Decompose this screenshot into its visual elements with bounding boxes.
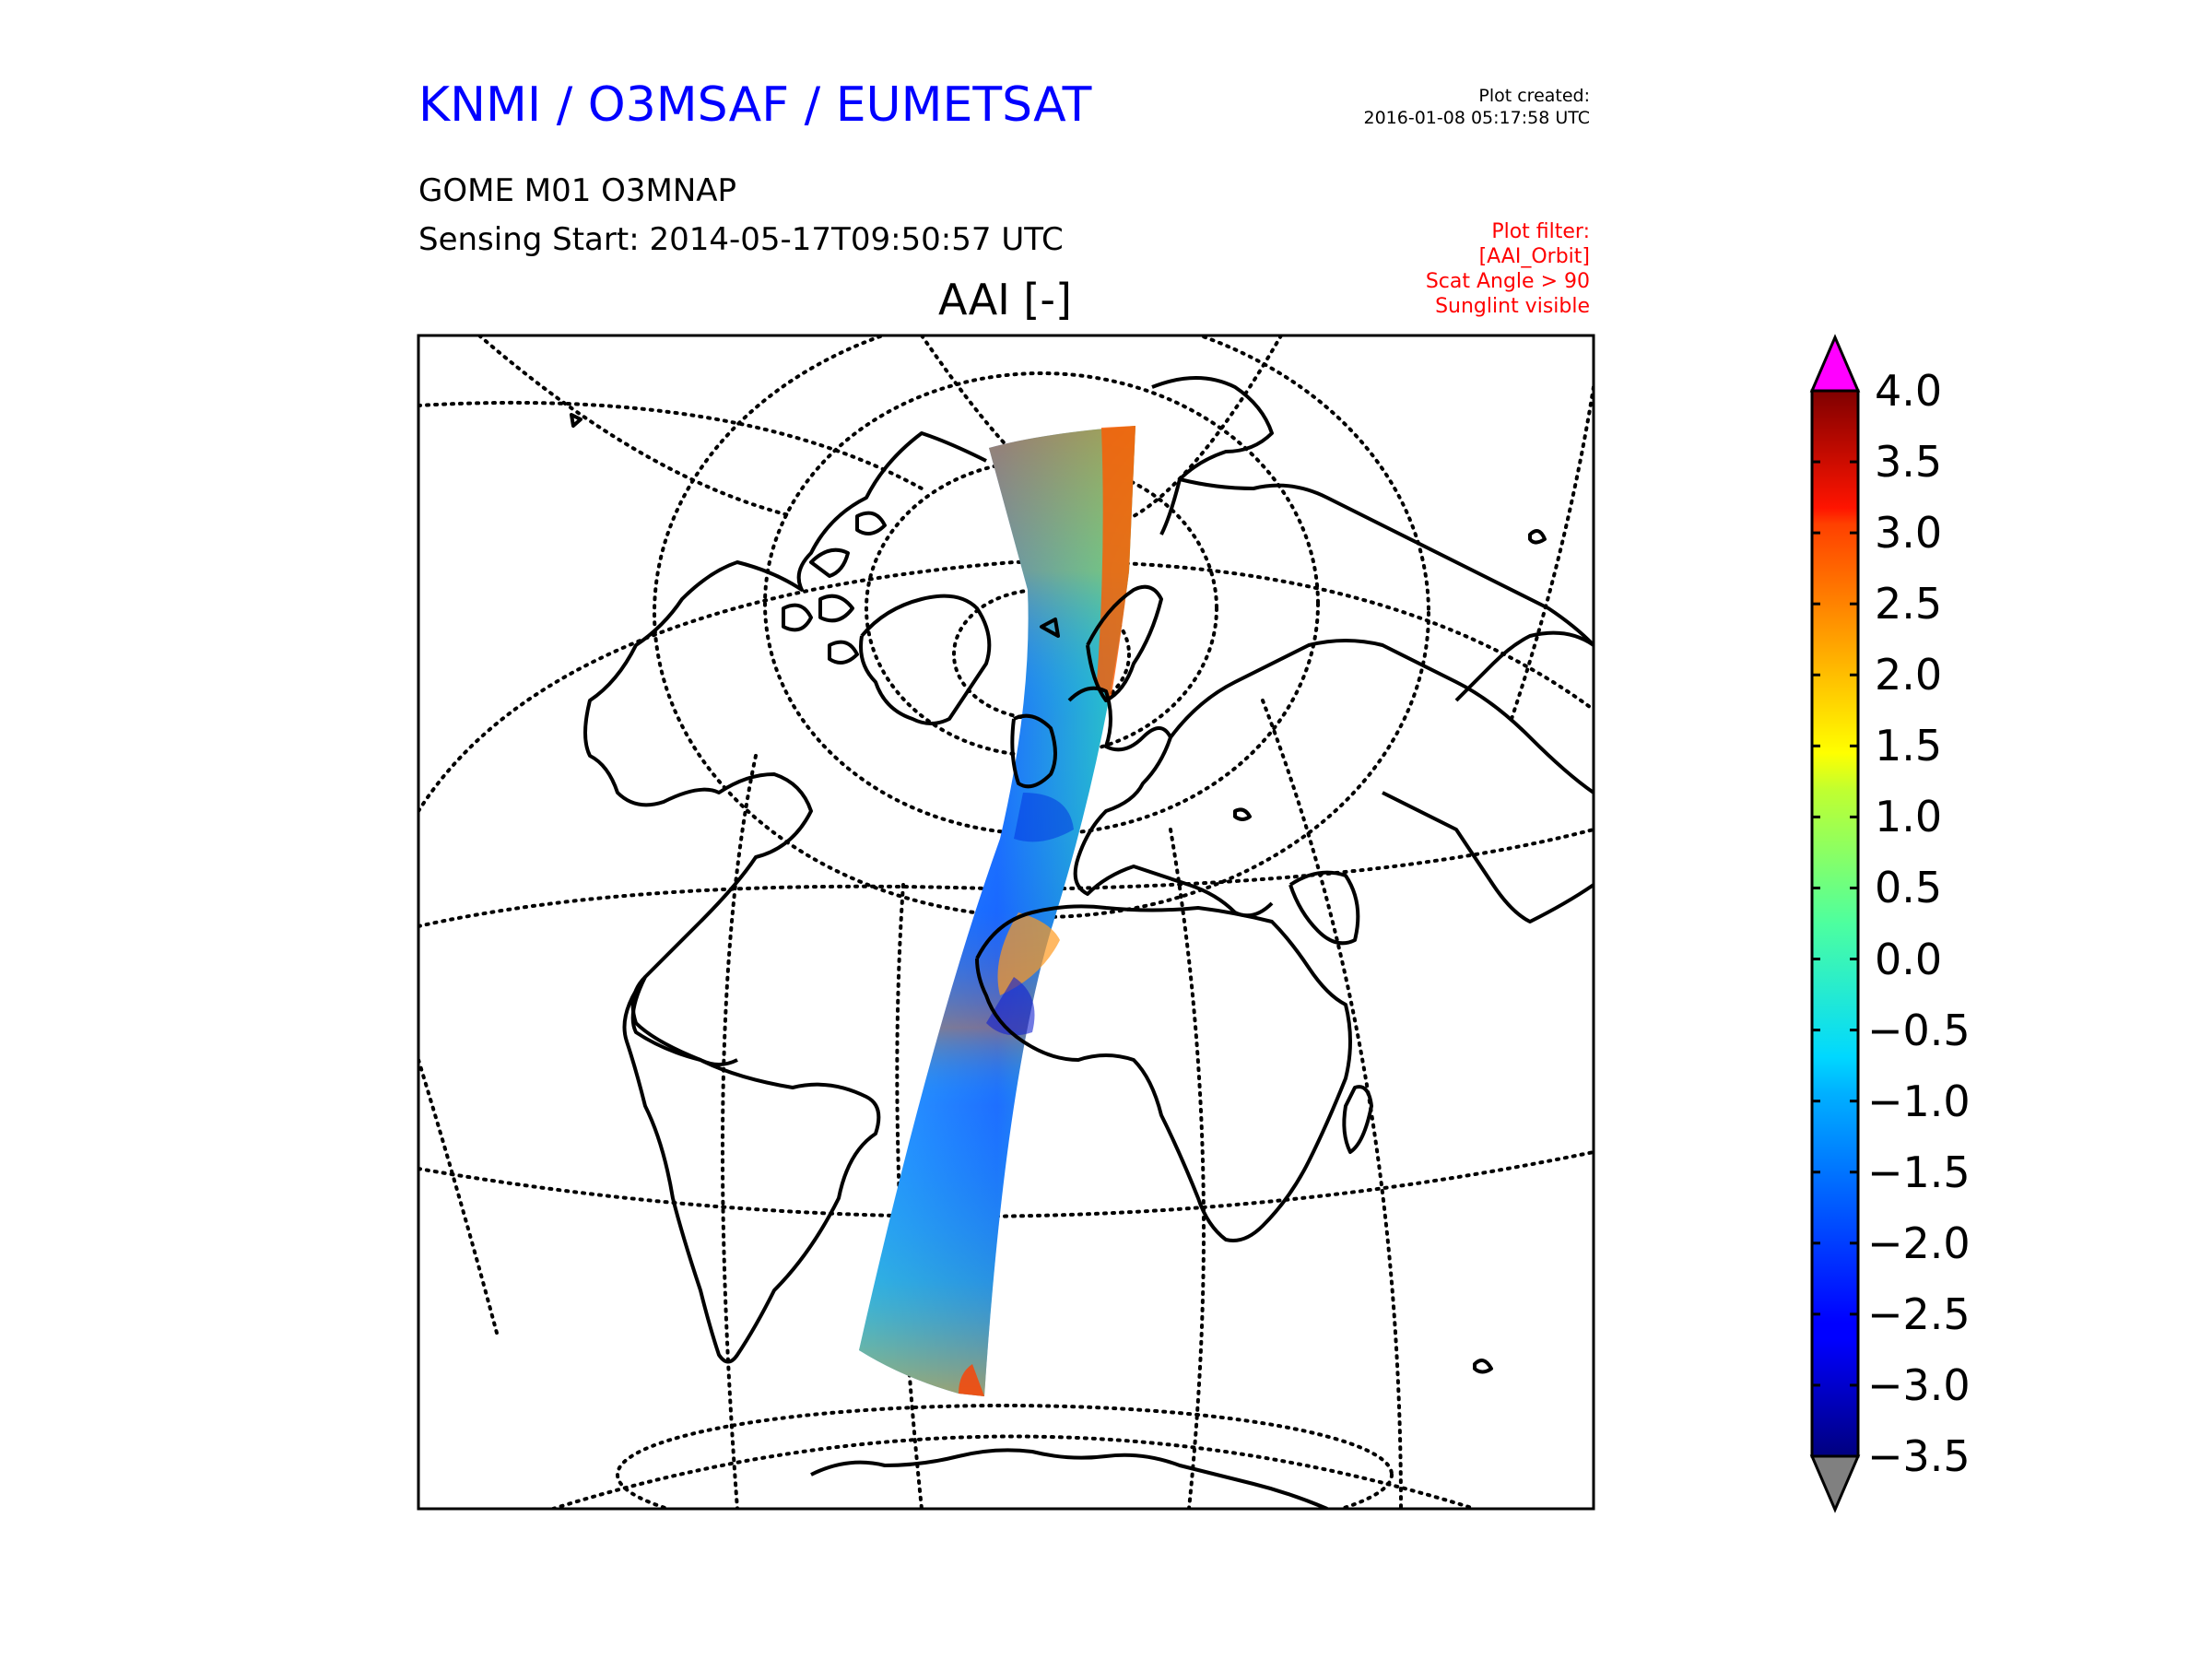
colorbar-tick-label: −3.0 — [1867, 1359, 1971, 1410]
graticule-line — [920, 335, 1043, 481]
coastline-madagascar — [1342, 1085, 1373, 1154]
coastline-greenland — [859, 594, 992, 725]
aai-swath — [859, 426, 1135, 1396]
plot-filter-heading: Plot filter: — [1491, 220, 1590, 243]
plot-filter-line: [AAI_Orbit] — [1478, 245, 1590, 268]
colorbar-tick-label: 3.5 — [1875, 437, 1943, 488]
colorbar-tick-label: −2.0 — [1867, 1218, 1971, 1268]
colorbar-tick-label: −2.5 — [1867, 1288, 1971, 1339]
colorbar-tick-label: 2.0 — [1875, 650, 1943, 700]
graticule-line — [1132, 335, 1283, 518]
graticule-line — [418, 559, 1594, 813]
sensing-start: Sensing Start: 2014-05-17T09:50:57 UTC — [418, 221, 1064, 258]
colorbar-gradient — [1810, 389, 1860, 1458]
graticule-line — [418, 400, 924, 490]
coastline-islands — [570, 413, 1547, 1374]
product-name: GOME M01 O3MNAP — [418, 172, 737, 209]
graticule-line — [895, 883, 924, 1509]
coastline-canadian-archipelago — [782, 511, 887, 665]
colorbar-under-arrow — [1809, 1454, 1861, 1513]
coastline-scandinavia — [1086, 584, 1163, 702]
colorbar-over-arrow — [1809, 334, 1861, 393]
colorbar-tick-label: 1.5 — [1875, 721, 1943, 771]
colorbar-tick-label: 4.0 — [1875, 366, 1943, 416]
colorbar-tick-label: 1.0 — [1875, 792, 1943, 842]
colorbar-tick-label: −3.5 — [1867, 1431, 1971, 1481]
graticule-line — [653, 335, 1430, 919]
map-area — [418, 335, 1594, 1509]
graticule-line — [1261, 699, 1403, 1509]
coastlines — [570, 376, 1594, 1509]
map-title: AAI [-] — [938, 275, 1072, 324]
graticule-line — [477, 335, 794, 518]
plot-created-time: 2016-01-08 05:17:58 UTC — [1363, 108, 1591, 128]
graticule-line — [865, 459, 1218, 758]
coastline-arabia — [1288, 870, 1360, 946]
graticule-line — [616, 1404, 1394, 1509]
colorbar-tick-label: 2.5 — [1875, 579, 1943, 629]
plot-filter-line: Scat Angle > 90 — [1425, 270, 1590, 293]
organisation-title: KNMI / O3MSAF / EUMETSAT — [418, 77, 1092, 133]
coastline-africa — [975, 904, 1352, 1242]
plot-created-stamp: Plot created: 2016-01-08 05:17:58 UTC — [1364, 85, 1591, 129]
graticule-line — [1169, 828, 1206, 1509]
map-frame — [417, 334, 1595, 1511]
colorbar-tick-label: −1.5 — [1867, 1147, 1971, 1197]
coastline-south-america — [622, 975, 881, 1364]
coastline-asia — [1151, 376, 1594, 924]
colorbar-tick-label: 3.0 — [1875, 508, 1943, 559]
coastline-siberia — [1179, 477, 1594, 647]
graticule-line — [1510, 385, 1594, 721]
colorbar-tick-label: −1.0 — [1867, 1076, 1971, 1126]
plot-filter-line: Sunglint visible — [1435, 295, 1590, 318]
coastline-antarctica — [810, 1448, 1328, 1509]
colorbar-tick-label: −0.5 — [1867, 1005, 1971, 1055]
colorbar-tick-label: 0.5 — [1875, 863, 1943, 913]
graticule-line — [551, 1434, 1477, 1509]
graticule-line — [418, 1058, 500, 1338]
plot-filter: Plot filter: [AAI_Orbit] Scat Angle > 90… — [1426, 219, 1590, 319]
colorbar-tick-label: 0.0 — [1875, 934, 1943, 984]
coastline-north-america — [583, 431, 987, 1066]
coastline-europe — [1010, 686, 1274, 918]
plot-created-label: Plot created: — [1478, 86, 1590, 106]
